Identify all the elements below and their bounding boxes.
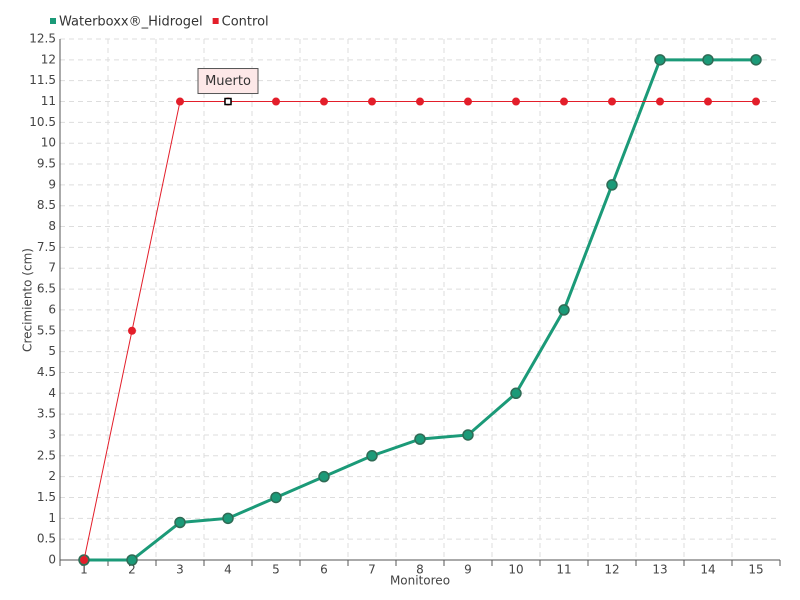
y-tick-label: 11.5 (29, 73, 56, 87)
data-point (512, 97, 520, 106)
y-tick-label: 2.5 (37, 448, 56, 462)
data-point (608, 97, 616, 106)
data-point (128, 326, 136, 335)
data-point (366, 450, 378, 462)
data-point (126, 554, 138, 566)
legend-swatch (50, 18, 56, 24)
data-point (510, 387, 522, 400)
data-point (272, 97, 280, 106)
data-point (464, 97, 472, 106)
data-point (606, 179, 618, 191)
data-point (752, 97, 760, 106)
y-tick-label: 1 (48, 511, 56, 525)
y-tick-label: 5 (48, 344, 56, 358)
y-tick-label: 8.5 (37, 198, 56, 212)
x-tick-label: 15 (748, 563, 763, 577)
data-point (174, 516, 186, 529)
x-tick-label: 1 (80, 563, 88, 577)
x-axis-title: Monitoreo (390, 574, 450, 588)
x-tick-label: 6 (320, 563, 328, 577)
y-tick-label: 9 (48, 177, 56, 191)
y-tick-label: 7.5 (37, 240, 56, 254)
y-tick-label: 4 (48, 386, 56, 400)
y-tick-label: 10.5 (29, 115, 56, 129)
y-tick-label: 0 (48, 553, 56, 567)
x-tick-label: 3 (176, 563, 184, 577)
data-point (320, 97, 328, 106)
data-point (222, 512, 234, 525)
data-point (704, 97, 712, 106)
data-point (414, 433, 426, 445)
x-tick-label: 11 (556, 563, 571, 577)
x-tick-label: 4 (224, 563, 232, 577)
annotation-text: Muerto (205, 74, 251, 89)
x-tick-label: 2 (128, 563, 136, 577)
y-tick-label: 4.5 (37, 365, 56, 379)
y-tick-label: 6 (48, 302, 56, 316)
data-point (462, 429, 474, 441)
y-tick-label: 10 (41, 136, 56, 150)
y-tick-label: 3 (48, 427, 56, 441)
data-point (416, 97, 424, 106)
data-point (560, 97, 568, 106)
data-point (318, 470, 330, 483)
y-tick-label: 5.5 (37, 323, 56, 337)
y-axis-title: Crecimiento (cm) (21, 248, 35, 352)
data-point (656, 97, 664, 106)
annotation-box (197, 68, 259, 95)
y-tick-label: 3.5 (37, 407, 56, 421)
x-tick-label: 5 (272, 563, 280, 577)
y-tick-label: 11 (41, 94, 56, 108)
data-point (176, 97, 184, 106)
legend-label: Control (222, 15, 269, 30)
y-tick-label: 8 (48, 219, 56, 233)
x-tick-label: 9 (464, 563, 472, 577)
y-tick-label: 9.5 (37, 157, 56, 171)
data-point (750, 54, 762, 66)
y-tick-label: 12.5 (29, 32, 56, 46)
x-tick-label: 10 (508, 563, 523, 577)
x-tick-label: 12 (604, 563, 619, 577)
y-tick-label: 12 (41, 52, 56, 66)
y-tick-label: 2 (48, 469, 56, 483)
x-tick-label: 7 (368, 563, 376, 577)
data-point (368, 97, 376, 106)
x-tick-label: 13 (652, 563, 667, 577)
legend-swatch (212, 18, 219, 24)
y-tick-label: 7 (48, 261, 56, 275)
x-tick-label: 14 (700, 563, 715, 577)
legend-label: Waterboxx®_Hidrogel (59, 15, 203, 30)
data-point (558, 304, 570, 316)
data-point (654, 54, 666, 66)
y-tick-label: 6.5 (37, 282, 56, 296)
data-point (270, 491, 282, 504)
y-tick-label: 0.5 (37, 532, 56, 546)
data-point (80, 556, 88, 564)
highlight-point (224, 97, 232, 106)
y-tick-label: 1.5 (37, 490, 56, 504)
x-tick-label: 8 (416, 563, 424, 577)
data-point (702, 54, 714, 66)
